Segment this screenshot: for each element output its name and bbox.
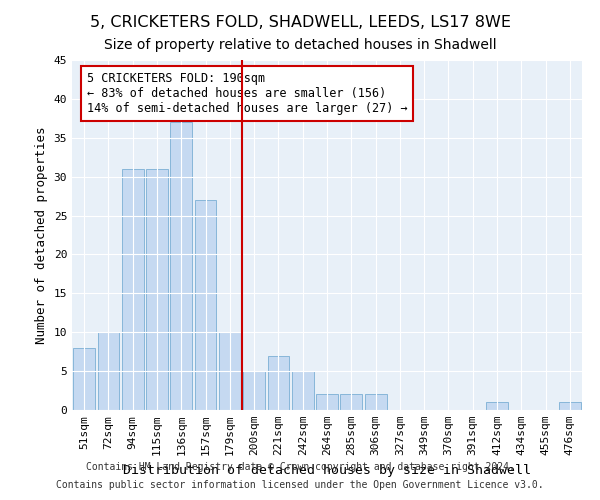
Bar xyxy=(170,122,192,410)
Bar xyxy=(97,332,119,410)
Text: Contains public sector information licensed under the Open Government Licence v3: Contains public sector information licen… xyxy=(56,480,544,490)
Bar xyxy=(219,332,241,410)
Bar xyxy=(268,356,289,410)
Y-axis label: Number of detached properties: Number of detached properties xyxy=(35,126,48,344)
Text: Contains HM Land Registry data © Crown copyright and database right 2024.: Contains HM Land Registry data © Crown c… xyxy=(86,462,514,472)
Bar xyxy=(194,200,217,410)
Text: 5, CRICKETERS FOLD, SHADWELL, LEEDS, LS17 8WE: 5, CRICKETERS FOLD, SHADWELL, LEEDS, LS1… xyxy=(89,15,511,30)
Bar xyxy=(243,371,265,410)
Bar xyxy=(146,169,168,410)
Text: Size of property relative to detached houses in Shadwell: Size of property relative to detached ho… xyxy=(104,38,496,52)
Bar xyxy=(316,394,338,410)
Bar xyxy=(292,371,314,410)
X-axis label: Distribution of detached houses by size in Shadwell: Distribution of detached houses by size … xyxy=(123,464,531,476)
Bar xyxy=(365,394,386,410)
Bar xyxy=(486,402,508,410)
Text: 5 CRICKETERS FOLD: 190sqm
← 83% of detached houses are smaller (156)
14% of semi: 5 CRICKETERS FOLD: 190sqm ← 83% of detac… xyxy=(86,72,407,114)
Bar xyxy=(73,348,95,410)
Bar xyxy=(122,169,143,410)
Bar xyxy=(340,394,362,410)
Bar xyxy=(559,402,581,410)
